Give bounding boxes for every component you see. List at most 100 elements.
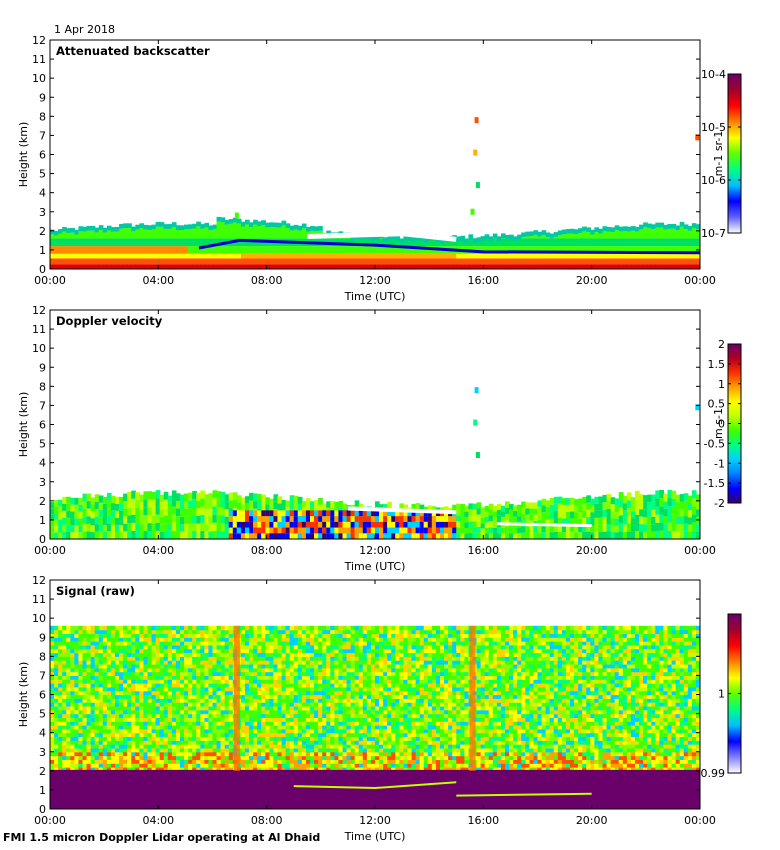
- heatmap-cell: [139, 744, 145, 749]
- heatmap-cell: [90, 258, 96, 265]
- heatmap-cell: [163, 767, 169, 772]
- heatmap-cell: [370, 533, 376, 539]
- heatmap-cell: [127, 625, 132, 631]
- heatmap-cell: [188, 258, 193, 265]
- heatmap-cell: [54, 759, 59, 764]
- heatmap-cell: [163, 656, 169, 661]
- heatmap-cell: [192, 751, 197, 757]
- heatmap-cell: [261, 686, 266, 692]
- heatmap-cell: [411, 510, 417, 517]
- heatmap-cell: [204, 732, 210, 738]
- heatmap-cell: [155, 736, 161, 741]
- heatmap-cell: [269, 516, 275, 522]
- heatmap-cell: [119, 656, 124, 661]
- heatmap-cell: [90, 767, 96, 772]
- heatmap-cell: [224, 633, 230, 638]
- heatmap-cell: [220, 264, 226, 269]
- heatmap-cell: [175, 246, 181, 254]
- heatmap-cell: [269, 740, 275, 745]
- heatmap-cell: [94, 501, 100, 510]
- heatmap-cell: [143, 747, 149, 753]
- heatmap-cell: [249, 521, 254, 528]
- heatmap-cell: [119, 698, 124, 703]
- heatmap-cell: [245, 258, 250, 265]
- heatmap-cell: [110, 258, 116, 265]
- heatmap-cell: [590, 234, 595, 239]
- heatmap-cell: [171, 648, 177, 654]
- heatmap-cell: [281, 713, 287, 718]
- heatmap-cell: [228, 253, 234, 259]
- heatmap-cell: [196, 644, 201, 650]
- heatmap-cell: [115, 517, 120, 525]
- heatmap-cell: [90, 679, 96, 684]
- heatmap-cell: [667, 258, 673, 265]
- heatmap-cell: [216, 721, 222, 726]
- heatmap-cell: [119, 238, 124, 247]
- heatmap-cell: [135, 656, 140, 661]
- heatmap-cell: [54, 698, 59, 703]
- heatmap-cell: [78, 747, 84, 753]
- heatmap-cell: [683, 224, 689, 230]
- heatmap-cell: [212, 679, 218, 684]
- heatmap-cell: [691, 264, 697, 269]
- heatmap-cell: [249, 675, 254, 680]
- heatmap-cell: [192, 732, 197, 738]
- heatmap-cell: [407, 236, 413, 241]
- heatmap-cell: [131, 231, 136, 239]
- heatmap-cell: [675, 494, 681, 503]
- heatmap-cell: [196, 625, 201, 631]
- heatmap-cell: [338, 500, 344, 508]
- heatmap-cell: [70, 713, 75, 718]
- heatmap-cell: [342, 510, 348, 517]
- heatmap-cell: [431, 533, 437, 539]
- heatmap-cell: [50, 633, 55, 638]
- heatmap-cell: [163, 736, 169, 741]
- heatmap-cell: [427, 516, 433, 522]
- heatmap-cell: [188, 721, 193, 726]
- heatmap-cell: [245, 656, 250, 661]
- heatmap-cell: [155, 759, 161, 764]
- heatmap-cell: [622, 531, 628, 539]
- heatmap-cell: [687, 230, 693, 239]
- heatmap-cell: [90, 751, 96, 757]
- heatmap-cell: [281, 694, 287, 699]
- heatmap-cell: [188, 702, 193, 707]
- heatmap-cell: [163, 728, 169, 734]
- heatmap-cell: [119, 690, 124, 696]
- heatmap-cell: [198, 238, 700, 255]
- heatmap-cell: [155, 652, 161, 657]
- heatmap-cell: [159, 667, 165, 673]
- heatmap-cell: [94, 705, 100, 711]
- heatmap-cell: [90, 625, 96, 631]
- heatmap-cell: [220, 747, 226, 753]
- heatmap-cell: [285, 679, 291, 684]
- heatmap-cell: [82, 679, 88, 684]
- heatmap-cell: [180, 705, 185, 711]
- heatmap-cell: [314, 510, 319, 517]
- heatmap-cell: [224, 755, 230, 760]
- heatmap-cell: [614, 238, 620, 247]
- heatmap-cell: [171, 498, 177, 507]
- heatmap-cell: [127, 499, 132, 508]
- heatmap-cell: [106, 500, 112, 509]
- heatmap-cell: [98, 264, 104, 269]
- heatmap-cell: [245, 751, 250, 757]
- heatmap-cell: [586, 524, 591, 532]
- heatmap-cell: [66, 510, 71, 518]
- heatmap-cell: [639, 258, 644, 265]
- heatmap-cell: [265, 747, 270, 753]
- heatmap-cell: [115, 652, 120, 657]
- heatmap-cell: [86, 656, 92, 661]
- heatmap-cell: [314, 755, 319, 760]
- heatmap-cell: [245, 702, 250, 707]
- heatmap-cell: [167, 524, 173, 532]
- heatmap-cell: [208, 663, 214, 669]
- heatmap-cell: [159, 744, 165, 749]
- heatmap-cell: [484, 253, 490, 259]
- heatmap-cell: [184, 686, 189, 692]
- heatmap-cell: [423, 521, 429, 528]
- heatmap-cell: [123, 736, 128, 741]
- heatmap-cell: [460, 264, 465, 269]
- heatmap-cell: [66, 759, 71, 764]
- heatmap-cell: [192, 637, 197, 642]
